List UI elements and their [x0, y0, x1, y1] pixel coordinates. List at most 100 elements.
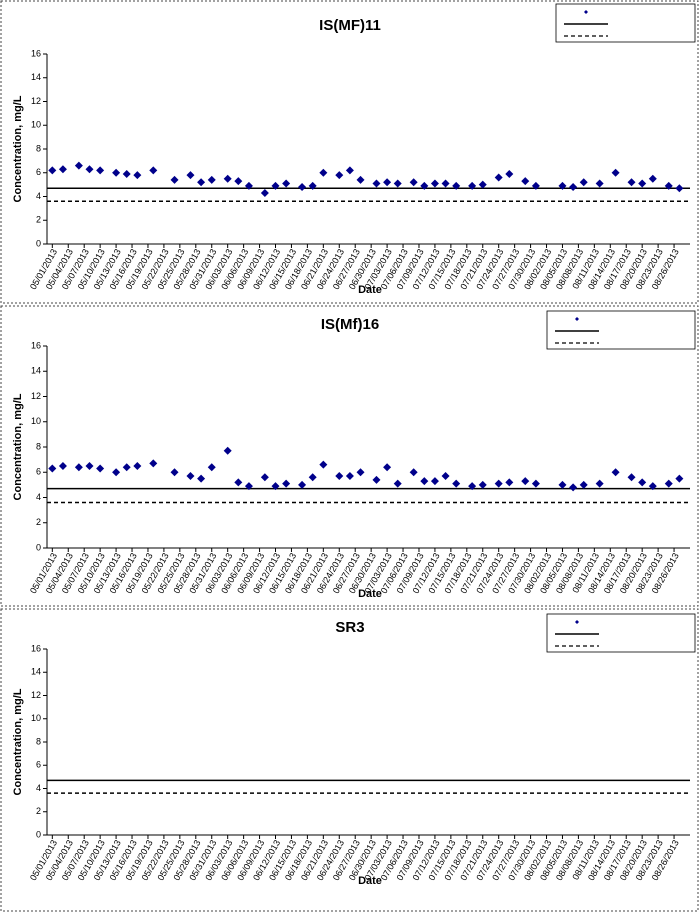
data-point [675, 184, 684, 193]
y-tick-label: 2 [36, 806, 41, 816]
data-point [298, 480, 307, 489]
data-point [260, 188, 269, 197]
data-point [271, 181, 280, 190]
y-tick-label: 0 [36, 829, 41, 839]
chart-panel: IS(MF)11024681012141605/01/201305/04/201… [0, 0, 699, 304]
data-point [478, 480, 487, 489]
y-tick-label: 10 [31, 416, 41, 426]
data-point [664, 479, 673, 488]
data-point [234, 478, 243, 487]
data-point [383, 178, 392, 187]
data-point [531, 479, 540, 488]
y-tick-label: 10 [31, 713, 41, 723]
y-axis-title: Concentration, mg/L [12, 95, 24, 202]
data-point [383, 463, 392, 472]
data-point [393, 179, 402, 188]
data-point [122, 463, 131, 472]
data-point [627, 473, 636, 482]
data-point [335, 171, 344, 180]
data-point [664, 181, 673, 190]
data-point [244, 181, 253, 190]
data-point [638, 179, 647, 188]
data-point [186, 472, 195, 481]
data-point [244, 482, 253, 491]
panel-border [0, 0, 699, 304]
y-tick-label: 14 [31, 72, 41, 82]
y-tick-label: 14 [31, 366, 41, 376]
data-point [234, 177, 243, 186]
y-tick-label: 0 [36, 542, 41, 552]
data-point [441, 179, 450, 188]
y-tick-label: 8 [36, 736, 41, 746]
chart-title: SR3 [335, 619, 364, 636]
data-point [558, 480, 567, 489]
data-point [430, 179, 439, 188]
data-point [207, 463, 216, 472]
data-point [112, 168, 121, 177]
data-point [356, 468, 365, 477]
data-point [675, 474, 684, 483]
data-point [505, 169, 514, 178]
y-axis-title: Concentration, mg/L [12, 688, 24, 795]
chart-panel: IS(Mf)16024681012141605/01/201305/04/201… [0, 305, 699, 607]
legend-symbol [575, 317, 579, 321]
y-tick-label: 0 [36, 238, 41, 248]
panel-border [0, 305, 699, 607]
data-point [611, 468, 620, 477]
data-point [74, 463, 83, 472]
data-point [122, 169, 131, 178]
data-point [505, 478, 514, 487]
y-tick-label: 2 [36, 517, 41, 527]
data-point [569, 483, 578, 492]
data-point [48, 166, 57, 175]
data-point [420, 181, 429, 190]
data-point [452, 181, 461, 190]
data-point [579, 178, 588, 187]
data-point [133, 461, 142, 470]
data-point [452, 479, 461, 488]
data-point [271, 482, 280, 491]
legend [555, 3, 696, 43]
y-tick-label: 12 [31, 391, 41, 401]
data-point [223, 446, 232, 455]
data-point [170, 468, 179, 477]
y-tick-label: 12 [31, 690, 41, 700]
data-point [58, 461, 67, 470]
y-tick-label: 4 [36, 783, 41, 793]
y-tick-label: 16 [31, 48, 41, 58]
data-point [468, 482, 477, 491]
data-point [478, 180, 487, 189]
panel-border [0, 608, 699, 912]
data-point [441, 472, 450, 481]
data-point [521, 477, 530, 486]
data-point [223, 174, 232, 183]
x-axis-title: Date [358, 875, 382, 887]
data-point [531, 181, 540, 190]
data-point [319, 168, 328, 177]
legend-symbol [584, 10, 588, 14]
data-point [48, 464, 57, 473]
data-point [468, 181, 477, 190]
data-point [595, 479, 604, 488]
data-point [409, 178, 418, 187]
data-point [149, 166, 158, 175]
data-point [282, 479, 291, 488]
y-tick-label: 8 [36, 441, 41, 451]
data-point [595, 179, 604, 188]
chart-panel: SR3024681012141605/01/201305/04/201305/0… [0, 608, 699, 912]
y-tick-label: 8 [36, 143, 41, 153]
data-point [85, 461, 94, 470]
data-point [96, 166, 105, 175]
data-point [558, 181, 567, 190]
legend [546, 310, 696, 350]
data-point [85, 165, 94, 174]
legend-symbol [575, 620, 579, 624]
y-tick-label: 12 [31, 96, 41, 106]
data-point [345, 166, 354, 175]
y-axis-title: Concentration, mg/L [12, 393, 24, 500]
data-point [335, 472, 344, 481]
data-point [569, 183, 578, 191]
data-point [579, 480, 588, 489]
